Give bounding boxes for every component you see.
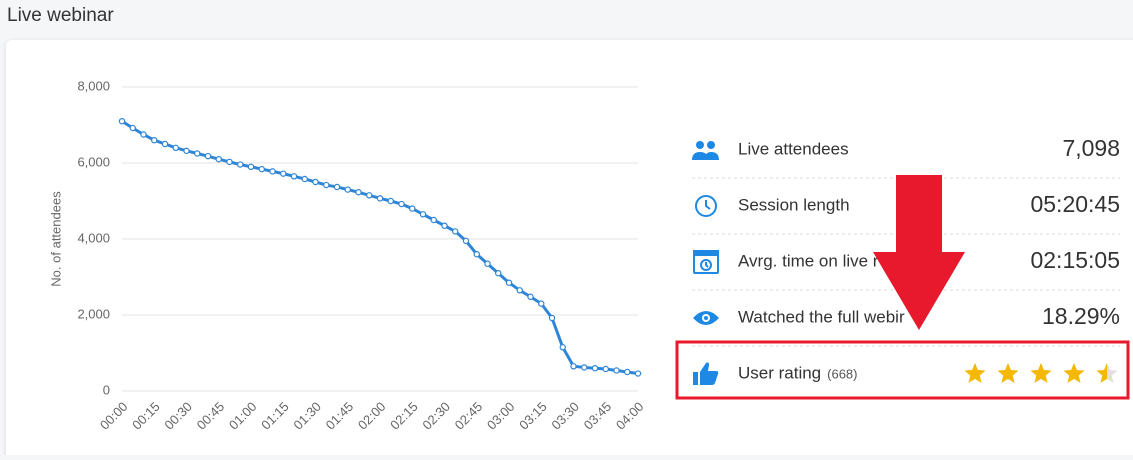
point: [118, 117, 126, 125]
thumb-icon: [693, 362, 719, 385]
rating-count: (668): [827, 366, 857, 381]
y-tick-label: 8,000: [77, 78, 110, 93]
point: [409, 205, 416, 212]
point: [183, 147, 190, 155]
icons: [692, 141, 719, 385]
point: [161, 140, 169, 148]
point: [570, 363, 577, 370]
stats-panel: Live attendees 7,098 Session length 05:20:4…: [692, 135, 1120, 383]
point: [581, 364, 588, 371]
point: [290, 173, 298, 180]
point: [194, 150, 201, 157]
point: [215, 155, 222, 163]
star: [964, 363, 986, 383]
y-tick-label: 0: [103, 382, 110, 397]
card: [6, 40, 1133, 460]
point: [387, 197, 394, 205]
y-tick-label: 2,000: [77, 306, 110, 321]
y-axis-label: No. of attendees: [48, 191, 63, 287]
star: [1063, 363, 1085, 383]
stat-value: 18.29%: [1042, 303, 1120, 329]
star: [1030, 363, 1052, 383]
stat-value: 05:20:45: [1030, 191, 1120, 217]
point: [226, 158, 233, 166]
point: [344, 186, 351, 193]
eye-icon: [693, 311, 719, 325]
people-icon: [692, 141, 719, 160]
point: [548, 314, 556, 322]
highlight-box: [675, 340, 1130, 400]
point: [430, 216, 437, 224]
point: [473, 250, 480, 258]
point: [634, 370, 642, 377]
point: [151, 136, 158, 144]
stat-label: Session length: [738, 195, 850, 214]
point: [140, 131, 147, 138]
calendar-icon: [693, 250, 719, 274]
page-title: Live webinar: [7, 5, 114, 26]
point: [462, 237, 470, 245]
stat-label: Live attendees: [738, 139, 849, 158]
stat-label: Avrg. time on live r: [738, 251, 879, 270]
point: [559, 344, 566, 351]
point: [602, 365, 609, 373]
point: [312, 178, 319, 186]
point: [516, 287, 523, 294]
point: [376, 195, 384, 202]
point: [624, 368, 631, 376]
rating-label: User rating: [738, 363, 821, 382]
point: [247, 163, 255, 170]
point: [591, 365, 599, 372]
point: [538, 300, 545, 307]
point: [613, 367, 620, 374]
point: [355, 189, 362, 196]
point: [323, 181, 330, 189]
stat-value: 7,098: [1062, 135, 1120, 161]
stat-label: Watched the full webir: [738, 307, 905, 326]
point: [527, 293, 534, 300]
point: [366, 192, 373, 199]
point: [398, 200, 405, 208]
point: [258, 165, 265, 173]
point: [269, 168, 276, 175]
point: [441, 222, 448, 229]
point: [333, 183, 341, 191]
y-tick-label: 6,000: [77, 154, 110, 169]
stat-value: 02:15:05: [1030, 247, 1120, 273]
point: [505, 279, 513, 286]
point: [237, 161, 244, 168]
point: [495, 270, 502, 277]
point: [419, 211, 427, 218]
star: [1096, 363, 1107, 383]
point: [452, 228, 459, 235]
point: [172, 144, 179, 151]
point: [129, 124, 136, 132]
clock-icon: [695, 195, 717, 217]
point: [484, 260, 491, 267]
y-tick-label: 4,000: [77, 230, 110, 245]
point: [301, 175, 308, 183]
point: [204, 152, 212, 160]
star: [997, 363, 1019, 383]
point: [280, 170, 287, 177]
arrow: [873, 175, 965, 330]
